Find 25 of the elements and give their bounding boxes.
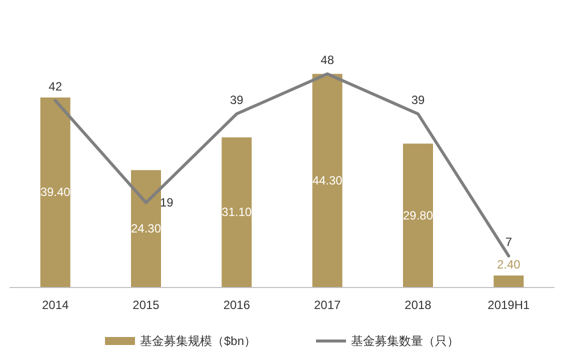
data-label: 29.80 (402, 208, 434, 222)
x-tick-label: 2018 (404, 298, 432, 312)
data-label: 44.30 (312, 173, 343, 188)
data-label: 2.40 (496, 257, 521, 272)
x-tick-label: 2016 (223, 298, 250, 312)
x-tick-label: 2017 (314, 298, 342, 312)
x-tick-label: 2015 (132, 298, 160, 312)
data-label: 31.10 (222, 205, 252, 220)
x-tick-label: 2019H1 (488, 298, 530, 312)
data-label: 39 (411, 92, 425, 107)
data-label: 39.40 (40, 185, 71, 200)
bar (312, 74, 342, 287)
data-label: 39 (230, 92, 244, 107)
data-label: 24.30 (130, 222, 162, 236)
legend-label: 基金募集数量（只） (351, 334, 460, 348)
bar (403, 144, 433, 287)
data-label: 7 (505, 234, 512, 249)
legend-label: 基金募集规模（$bn） (140, 334, 256, 348)
bar (494, 275, 524, 287)
bar (40, 97, 70, 287)
data-label: 42 (48, 80, 62, 94)
bar (222, 137, 252, 287)
x-tick-label: 2014 (42, 298, 70, 312)
data-label: 48 (320, 52, 334, 67)
bar (131, 170, 161, 287)
